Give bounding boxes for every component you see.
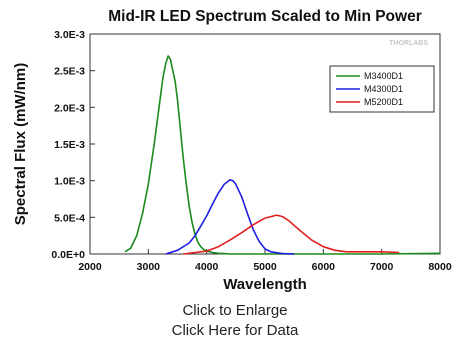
y-tick-label: 2.5E-3	[54, 66, 85, 78]
x-tick-label: 7000	[370, 261, 394, 273]
x-tick-label: 3000	[137, 261, 161, 273]
series-lines	[124, 55, 441, 255]
y-tick-label: 5.0E-4	[54, 212, 85, 224]
y-tick-label: 1.5E-3	[54, 139, 85, 151]
thorlabs-watermark: THORLABS	[389, 40, 428, 47]
x-axis-title: Wavelength	[223, 276, 307, 293]
legend-label: M3400D1	[364, 71, 403, 81]
y-tick-label: 1.0E-3	[54, 176, 85, 188]
y-tick-label: 2.0E-3	[54, 102, 85, 114]
data-link[interactable]: Click Here for Data	[171, 322, 299, 339]
chart-svg: Mid-IR LED Spectrum Scaled to Min Power …	[12, 8, 452, 293]
series-line-m3400d1	[124, 55, 441, 255]
y-tick-label: 3.0E-3	[54, 29, 85, 41]
series-line-m4300d1	[165, 179, 295, 255]
x-tick-label: 2000	[78, 261, 102, 273]
link-area: Click to Enlarge Click Here for Data	[0, 301, 470, 341]
y-tick-label: 0.0E+0	[51, 249, 85, 261]
chart-title: Mid-IR LED Spectrum Scaled to Min Power	[108, 8, 421, 25]
x-tick-label: 8000	[428, 261, 452, 273]
series-line-m5200d1	[183, 214, 400, 255]
axis-ticks: 2000 3000 4000 5000 6000 7000 8000 0.0E+0 5.0E-4…	[51, 29, 451, 273]
legend-label: M5200D1	[364, 97, 403, 107]
x-tick-label: 5000	[253, 261, 277, 273]
y-axis-title: Spectral Flux (mW/nm)	[12, 63, 29, 226]
x-tick-label: 6000	[312, 261, 336, 273]
enlarge-link[interactable]: Click to Enlarge	[182, 302, 288, 319]
x-tick-label: 4000	[195, 261, 219, 273]
legend: M3400D1 M4300D1 M5200D1	[329, 65, 435, 113]
legend-label: M4300D1	[364, 84, 403, 94]
